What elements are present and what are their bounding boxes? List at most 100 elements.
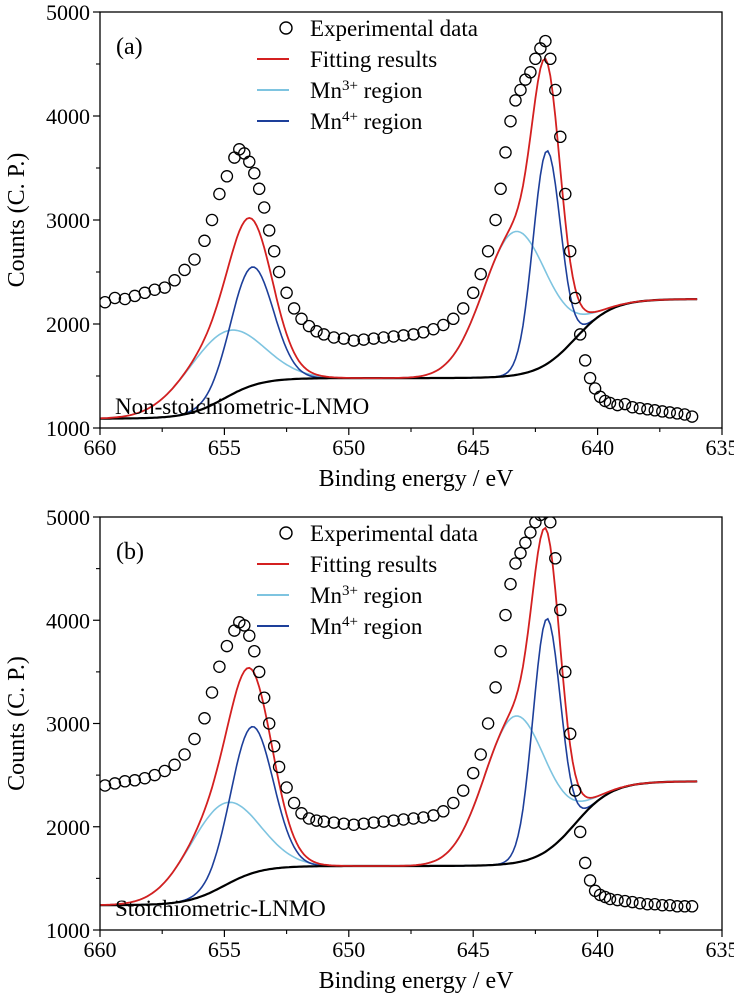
data-point bbox=[529, 52, 542, 66]
data-point bbox=[474, 748, 487, 761]
data-point bbox=[302, 812, 316, 825]
data-point bbox=[670, 407, 684, 420]
data-point bbox=[280, 781, 293, 794]
data-point bbox=[519, 536, 532, 550]
data-point bbox=[578, 354, 592, 367]
data-point bbox=[407, 812, 420, 825]
data-point bbox=[670, 900, 684, 913]
data-point bbox=[514, 83, 527, 97]
data-point bbox=[295, 312, 308, 326]
data-point bbox=[544, 517, 557, 529]
legend-label: Mn4+ region bbox=[310, 614, 423, 639]
sample-label: Non-stoichiometric-LNMO bbox=[115, 394, 369, 419]
data-point bbox=[554, 603, 567, 617]
legend-text: Fitting results bbox=[310, 47, 437, 72]
legend-text: Experimental data bbox=[310, 16, 478, 41]
y-tick-label: 1000 bbox=[46, 416, 90, 441]
data-point bbox=[377, 815, 390, 828]
data-point bbox=[357, 333, 370, 346]
data-point bbox=[347, 334, 361, 347]
data-point bbox=[466, 766, 480, 780]
data-point bbox=[248, 644, 261, 658]
data-point bbox=[509, 94, 522, 107]
data-point bbox=[302, 319, 316, 333]
data-point bbox=[563, 727, 577, 741]
data-point bbox=[514, 546, 527, 560]
data-point bbox=[554, 130, 567, 144]
legend-superscript: 3+ bbox=[342, 583, 358, 599]
data-point bbox=[583, 371, 597, 385]
component-mn3_low-line bbox=[100, 715, 698, 906]
legend-label: Fitting results bbox=[310, 552, 437, 577]
data-point bbox=[578, 856, 592, 870]
data-point bbox=[243, 155, 256, 169]
data-point bbox=[549, 552, 562, 565]
data-point bbox=[618, 397, 632, 411]
data-point bbox=[248, 166, 261, 180]
data-point bbox=[603, 396, 617, 410]
y-tick-label: 2000 bbox=[46, 815, 90, 840]
legend-label: Experimental data bbox=[310, 521, 478, 546]
y-axis-title: Counts (C. P.) bbox=[4, 656, 30, 791]
y-tick-label: 3000 bbox=[46, 712, 90, 737]
x-tick-label: 650 bbox=[332, 937, 365, 962]
sample-label: Stoichiometric-LNMO bbox=[115, 896, 326, 921]
panel-a: 660 655 650 645 640 635 1000 2000 3000 4000 5000 Bi… bbox=[4, 0, 734, 492]
data-point bbox=[539, 34, 552, 48]
data-point bbox=[267, 244, 281, 258]
data-point bbox=[494, 182, 507, 196]
data-point bbox=[481, 244, 495, 258]
data-point bbox=[213, 187, 226, 201]
data-point bbox=[611, 398, 624, 412]
x-tick-label: 645 bbox=[457, 937, 490, 962]
data-point bbox=[118, 775, 132, 788]
data-point bbox=[588, 382, 602, 395]
data-point bbox=[648, 404, 662, 417]
component-mn4_low-line bbox=[100, 617, 698, 906]
data-point bbox=[205, 213, 219, 227]
y-axis-title: Counts (C. P.) bbox=[4, 153, 30, 288]
fit-line bbox=[100, 57, 698, 420]
data-point bbox=[648, 897, 662, 911]
x-axis-title: Binding energy / eV bbox=[319, 466, 515, 492]
data-point bbox=[397, 813, 410, 826]
data-point bbox=[178, 263, 191, 277]
data-point bbox=[685, 900, 699, 913]
data-point bbox=[447, 796, 460, 810]
data-point bbox=[678, 900, 691, 913]
data-point bbox=[327, 331, 341, 344]
data-point bbox=[626, 895, 639, 909]
data-point bbox=[656, 898, 669, 912]
data-point bbox=[272, 265, 286, 279]
data-point bbox=[310, 814, 323, 827]
data-point bbox=[108, 777, 122, 790]
x-axis-title: Binding energy / eV bbox=[319, 968, 515, 994]
legend-text: Mn bbox=[310, 78, 342, 103]
data-point bbox=[618, 894, 632, 908]
legend-label: Fitting results bbox=[310, 47, 437, 72]
data-point bbox=[128, 774, 142, 787]
data-point bbox=[633, 896, 647, 910]
x-tick-label: 650 bbox=[332, 435, 365, 460]
data-point bbox=[100, 779, 112, 792]
data-point bbox=[573, 328, 587, 341]
panel-label: (a) bbox=[116, 34, 143, 60]
plot-frame bbox=[99, 516, 723, 931]
legend-superscript: 4+ bbox=[342, 614, 358, 630]
data-point bbox=[387, 814, 400, 827]
data-point bbox=[611, 893, 624, 907]
data-point bbox=[656, 405, 669, 418]
x-tick-label: 655 bbox=[208, 937, 241, 962]
data-point bbox=[407, 328, 420, 341]
legend-text: Experimental data bbox=[310, 521, 478, 546]
data-point bbox=[685, 410, 699, 423]
legend-marker-experimental bbox=[279, 526, 293, 540]
legend-text: Mn bbox=[310, 583, 342, 608]
legend-label: Mn3+ region bbox=[310, 583, 423, 608]
data-point bbox=[367, 332, 380, 345]
data-point bbox=[295, 807, 308, 820]
legend-label: Experimental data bbox=[310, 16, 478, 41]
data-point bbox=[198, 234, 211, 248]
data-point bbox=[287, 796, 301, 810]
legend-marker-experimental bbox=[279, 21, 293, 35]
